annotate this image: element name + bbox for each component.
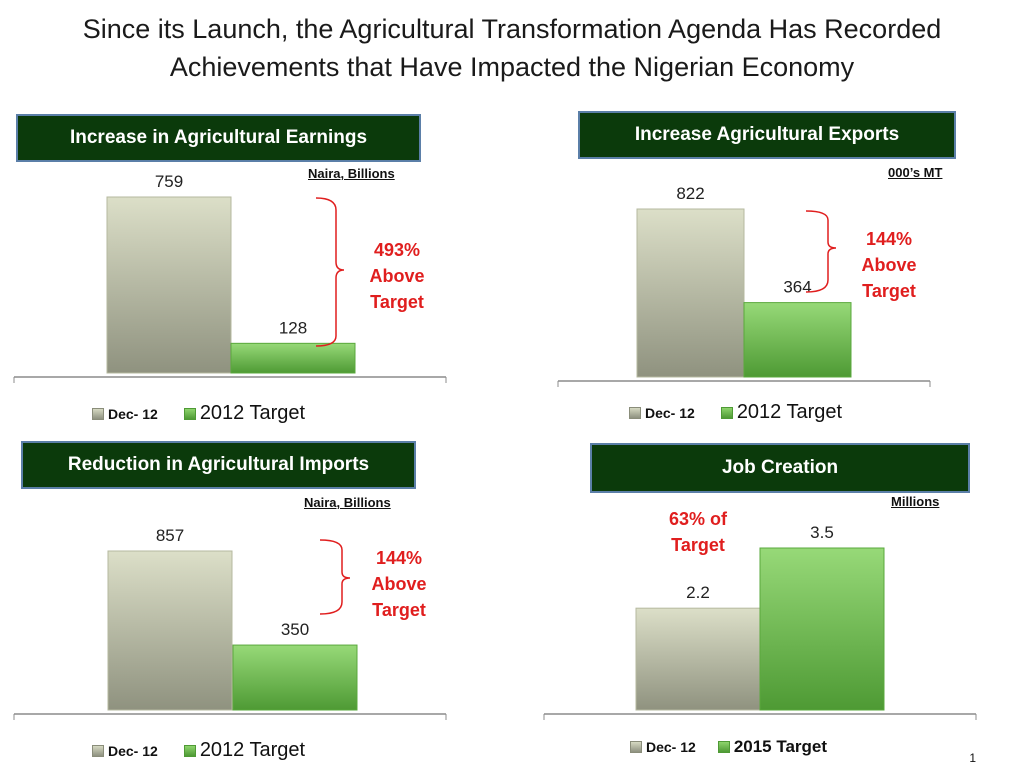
legend-swatch-dec12 (629, 406, 641, 419)
legend-label-target: 2012 Target (199, 739, 306, 761)
slide-title: Since its Launch, the Agricultural Trans… (82, 14, 942, 82)
legend-label-dec12: Dec- 12 (108, 405, 158, 422)
bar-dec12 (635, 607, 761, 711)
data-label-dec12: 857 (156, 526, 184, 545)
legend-swatch-target (717, 741, 730, 753)
legend-label-dec12: Dec- 12 (646, 739, 696, 755)
callout-earnings: 493% Above Target (369, 240, 425, 312)
legend-swatch-dec12 (630, 741, 642, 753)
bar-target (743, 302, 852, 378)
unit-label-jobs: Millions (891, 494, 940, 509)
page-number: 1 (969, 751, 976, 765)
data-label-target: 128 (279, 318, 307, 337)
data-label-target: 350 (281, 620, 309, 639)
panel-header-imports: Reduction in Agricultural Imports (21, 441, 416, 489)
bar-target (759, 547, 885, 711)
callout-imports: 144% Above Target (371, 548, 427, 620)
legend-label-dec12: Dec- 12 (645, 404, 695, 421)
legend-swatch-dec12 (92, 407, 104, 420)
callout-exports: 144% Above Target (861, 229, 917, 301)
data-label-dec12: 822 (676, 184, 704, 203)
bar-target (232, 644, 358, 711)
data-label-target: 364 (783, 278, 811, 297)
data-label-target: 3.5 (810, 523, 834, 542)
legend-label-target: 2015 Target (733, 737, 828, 756)
bar-dec12 (107, 550, 233, 711)
unit-label-earnings: Naira, Billions (308, 166, 395, 181)
panel-header-earnings: Increase in Agricultural Earnings (16, 114, 421, 162)
data-label-dec12: 759 (155, 172, 183, 191)
panel-header-exports: Increase Agricultural Exports (578, 111, 956, 159)
legend-earnings: Dec- 12 2012 Target (92, 402, 305, 425)
legend-label-target: 2012 Target (736, 401, 843, 423)
bar-dec12 (636, 208, 745, 378)
bar-dec12 (106, 196, 232, 374)
callout-jobs: 63% of Target (668, 509, 728, 555)
legend-swatch-target (183, 407, 196, 420)
legend-label-target: 2012 Target (199, 402, 306, 424)
panel-header-jobs: Job Creation (590, 443, 970, 493)
legend-imports: Dec- 12 2012 Target (92, 739, 305, 762)
legend-swatch-target (183, 744, 196, 757)
legend-swatch-target (720, 406, 733, 419)
unit-label-exports: 000’s MT (888, 165, 943, 180)
legend-label-dec12: Dec- 12 (108, 742, 158, 759)
legend-exports: Dec- 12 2012 Target (629, 401, 842, 424)
legend-swatch-dec12 (92, 744, 104, 757)
unit-label-imports: Naira, Billions (304, 495, 391, 510)
data-label-dec12: 2.2 (686, 583, 710, 602)
bar-target (230, 342, 356, 374)
legend-jobs: Dec- 12 2015 Target (630, 737, 827, 757)
